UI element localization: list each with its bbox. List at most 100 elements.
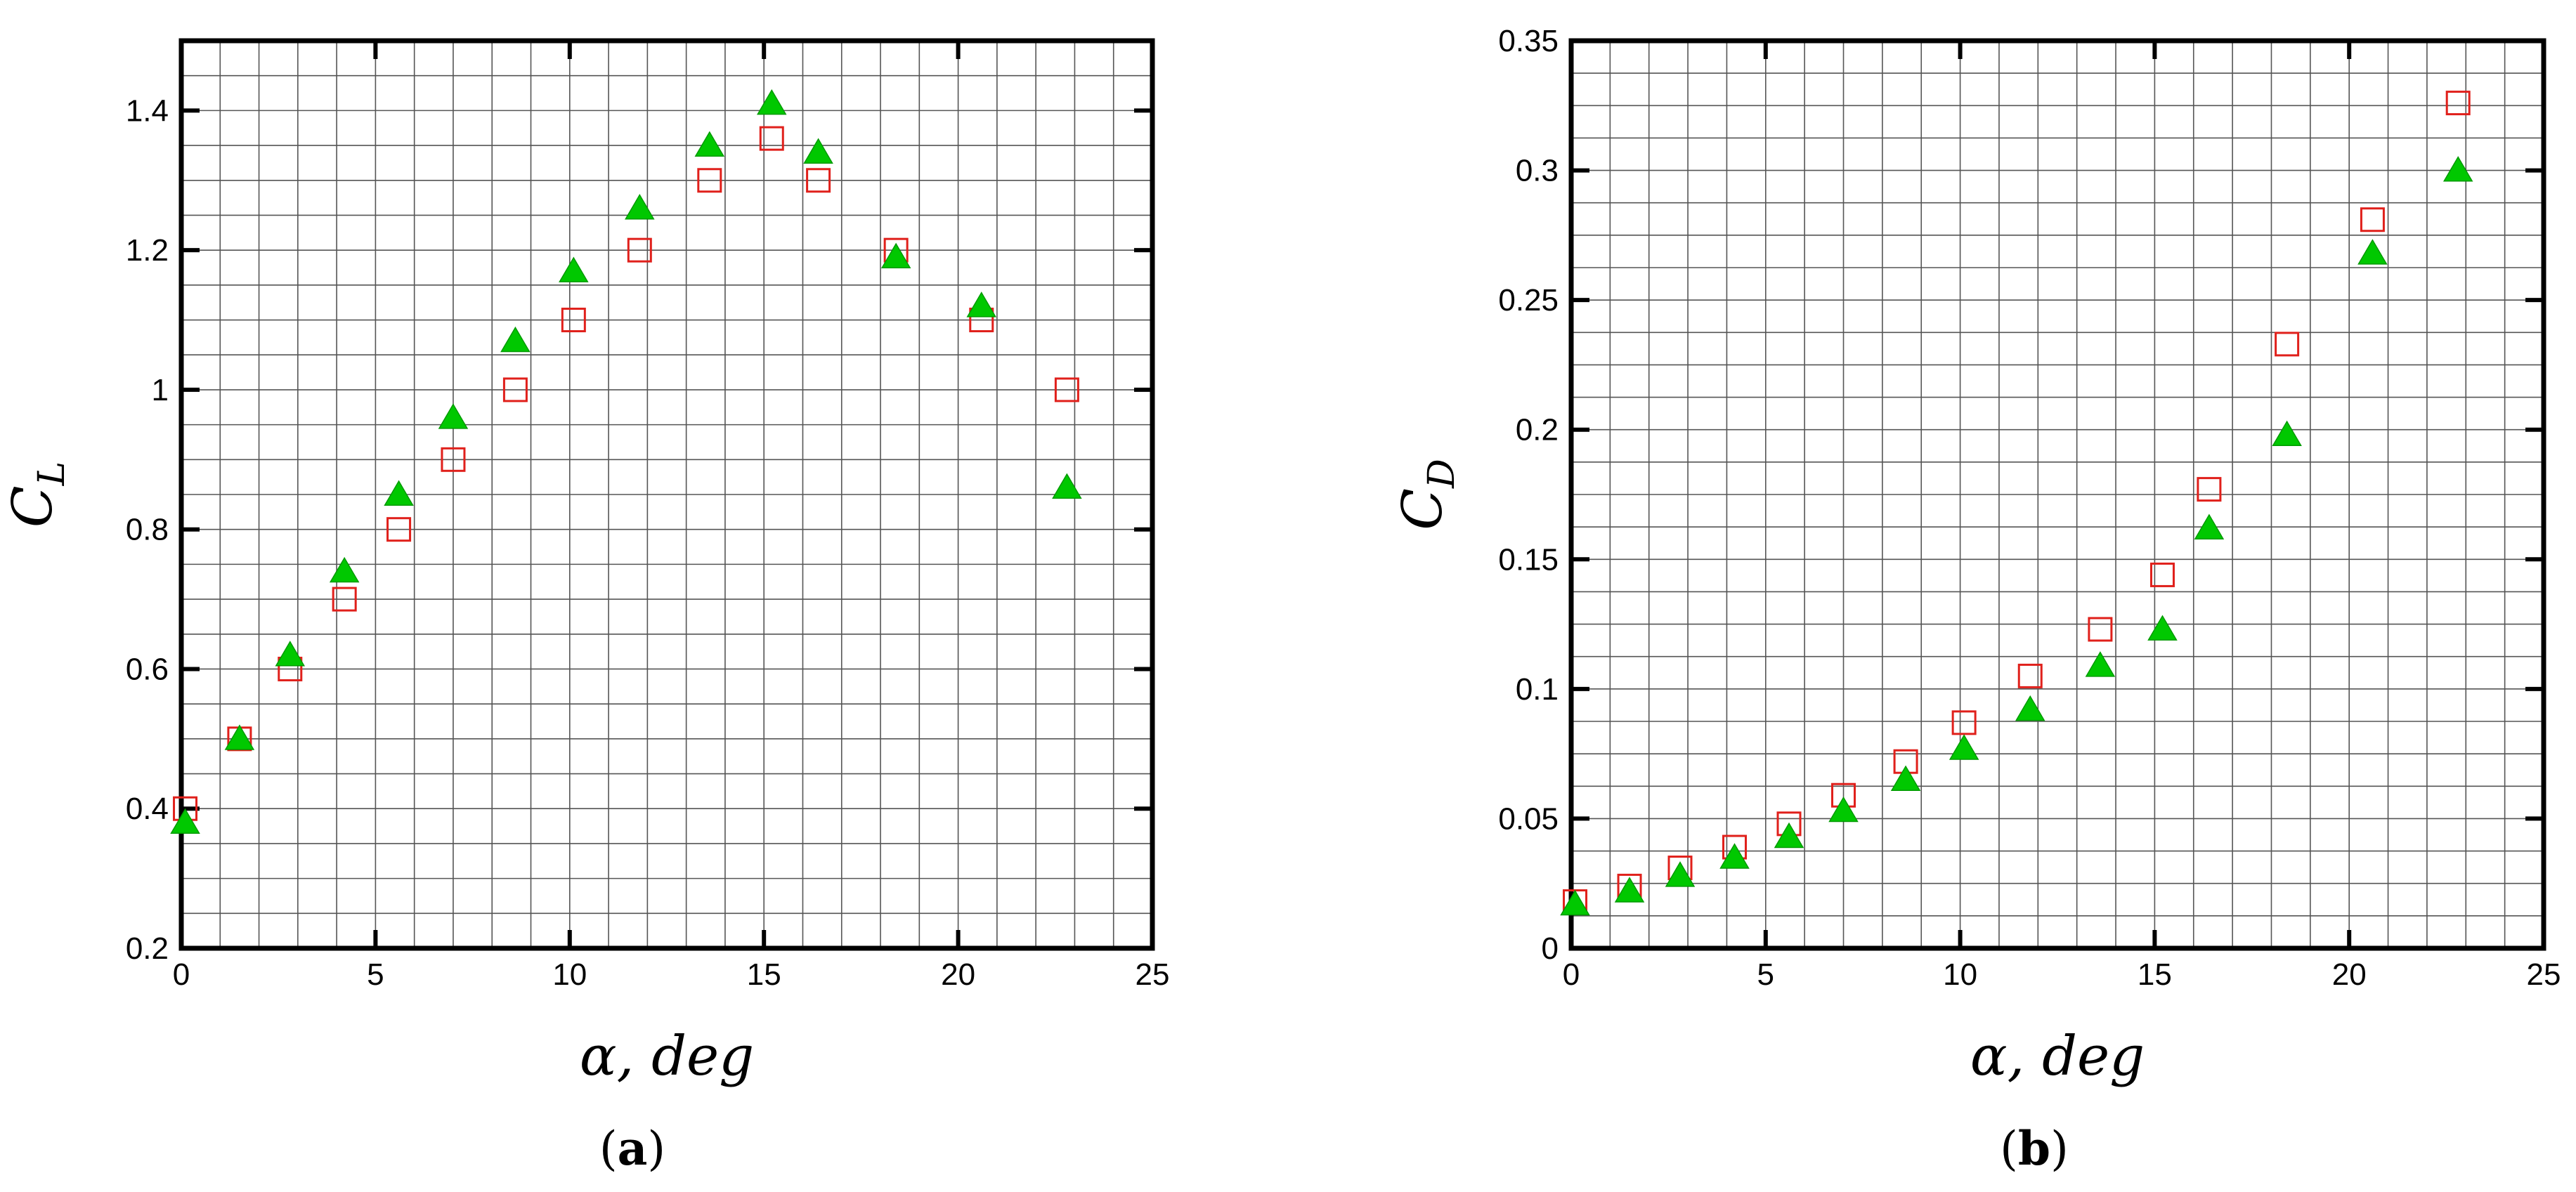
axis-ticks xyxy=(179,41,1154,950)
data-point-triangle xyxy=(2357,239,2388,265)
y-axis-label-subscript: D xyxy=(1421,459,1463,489)
data-point-triangle xyxy=(500,326,531,353)
data-point-triangle xyxy=(694,131,725,157)
data-point-square xyxy=(1054,377,1079,402)
data-point-triangle xyxy=(2442,156,2473,182)
data-point-triangle xyxy=(803,138,833,164)
x-tick-label: 0 xyxy=(1563,957,1580,992)
data-point-square xyxy=(759,126,784,151)
y-tick-label: 0.1 xyxy=(1516,672,1559,707)
y-tick-label: 0.2 xyxy=(1516,413,1559,447)
y-tick-label: 0.2 xyxy=(126,931,169,966)
data-point-triangle xyxy=(1614,877,1645,903)
y-tick-label: 0.6 xyxy=(126,652,169,686)
y-tick-label: 1.2 xyxy=(126,233,169,268)
data-point-triangle xyxy=(966,292,997,317)
panel-label-b: (b) xyxy=(2000,1121,2069,1176)
panel-label-paren: ( xyxy=(599,1122,618,1176)
x-axis-label: α, deg xyxy=(580,1025,754,1088)
y-tick-label: 0.05 xyxy=(1498,801,1559,836)
axis-ticks xyxy=(1569,39,2546,950)
x-tick-label: 0 xyxy=(173,957,190,992)
data-point-square xyxy=(502,377,528,402)
chart-panel-b: 0 5 10 15 20 25 0 0.05 0.1 0.15 0.2 0.25 0.3 0.35 α, d… xyxy=(1391,24,2561,1176)
x-tick-label: 15 xyxy=(2138,957,2172,992)
data-point-triangle xyxy=(1828,796,1859,823)
y-axis-label: CL xyxy=(1,461,73,528)
grid-lines xyxy=(181,40,1153,949)
data-point-square xyxy=(561,308,586,333)
plot-frame xyxy=(178,38,1155,951)
y-axis-label-main: C xyxy=(1391,488,1455,530)
data-point-square xyxy=(2149,562,2175,587)
data-point-triangle xyxy=(625,194,655,220)
chart-panel-a: 0 5 10 15 20 25 0.2 0.4 0.6 0.8 1 1.2 1.4 α, deg CL (a) xyxy=(1,38,1170,1176)
y-tick-label: 1 xyxy=(152,373,169,407)
y-tick-label: 0.35 xyxy=(1498,24,1559,58)
series-2 xyxy=(170,89,1082,834)
x-tick-label: 15 xyxy=(747,957,781,992)
panel-label-paren: ) xyxy=(2050,1122,2069,1176)
y-axis-label: CD xyxy=(1391,459,1463,530)
x-tick-label: 25 xyxy=(2527,957,2561,992)
y-tick-label: 0 xyxy=(1542,931,1559,966)
data-point-square xyxy=(2088,617,2113,642)
panel-label-letter: b xyxy=(2018,1121,2050,1176)
panel-label-paren: ) xyxy=(647,1122,665,1176)
data-point-triangle xyxy=(1774,822,1804,849)
data-point-square xyxy=(2017,663,2043,688)
data-point-triangle xyxy=(2194,513,2225,539)
series-2 xyxy=(1560,156,2473,916)
data-point-square xyxy=(2360,207,2385,232)
data-point-square xyxy=(627,237,652,263)
data-point-triangle xyxy=(224,724,255,750)
x-tick-label: 5 xyxy=(367,957,384,992)
data-point-square xyxy=(2197,477,2222,502)
data-point-triangle xyxy=(757,89,787,115)
data-point-triangle xyxy=(170,808,200,834)
data-point-square xyxy=(697,168,722,193)
panel-label-a: (a) xyxy=(599,1121,665,1176)
y-axis-label-subscript: L xyxy=(31,461,73,487)
x-tick-label: 10 xyxy=(552,957,587,992)
data-point-triangle xyxy=(438,403,469,429)
data-point-triangle xyxy=(1719,843,1750,869)
data-point-triangle xyxy=(2015,695,2045,721)
data-point-triangle xyxy=(329,556,360,583)
data-point-triangle xyxy=(275,641,306,667)
data-point-triangle xyxy=(1949,734,1979,760)
y-tick-label: 1.4 xyxy=(126,93,169,128)
data-point-square xyxy=(2445,91,2471,116)
data-point-square xyxy=(1951,710,1977,735)
data-point-triangle xyxy=(384,480,414,506)
data-point-square xyxy=(386,517,412,542)
data-point-square xyxy=(2275,332,2300,357)
y-tick-label: 0.25 xyxy=(1498,283,1559,317)
x-tick-label: 5 xyxy=(1757,957,1774,992)
data-point-triangle xyxy=(1890,765,1921,792)
data-point-square xyxy=(332,587,357,612)
data-point-square xyxy=(441,447,466,472)
data-point-triangle xyxy=(2272,420,2302,447)
y-tick-label: 0.4 xyxy=(126,792,169,826)
panel-label-letter: a xyxy=(618,1121,648,1176)
data-point-triangle xyxy=(880,242,911,269)
data-point-triangle xyxy=(1560,889,1590,916)
data-point-triangle xyxy=(2085,651,2116,677)
y-tick-label: 0.8 xyxy=(126,513,169,547)
data-point-triangle xyxy=(2147,615,2178,641)
data-point-triangle xyxy=(1052,473,1082,499)
x-tick-label: 20 xyxy=(2332,957,2367,992)
x-axis-label: α, deg xyxy=(1970,1025,2145,1088)
panel-label-paren: ( xyxy=(2000,1122,2018,1176)
data-point-triangle xyxy=(559,256,589,282)
y-tick-label: 0.3 xyxy=(1516,154,1559,188)
x-tick-label: 25 xyxy=(1136,957,1170,992)
x-tick-label: 20 xyxy=(941,957,975,992)
y-tick-label: 0.15 xyxy=(1498,542,1559,577)
y-axis-label-main: C xyxy=(1,485,65,528)
data-point-triangle xyxy=(1665,861,1696,887)
x-tick-label: 10 xyxy=(1943,957,1977,992)
plot-frame xyxy=(1568,38,2546,951)
